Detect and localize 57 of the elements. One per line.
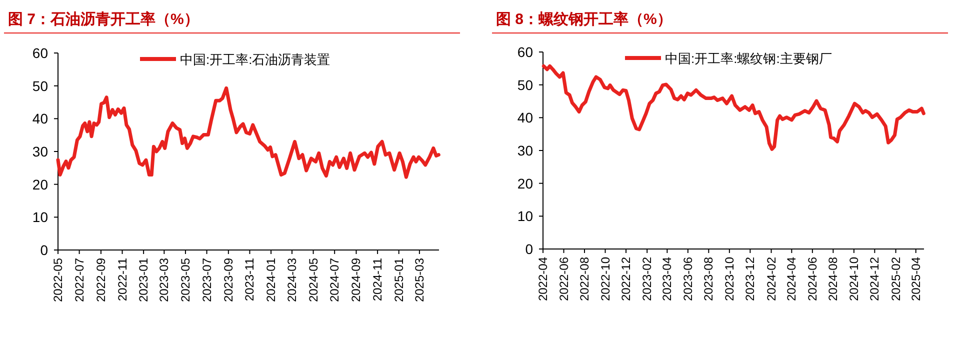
x-tick-label: 2023-09 bbox=[221, 258, 236, 302]
x-tick-label: 2022-06 bbox=[556, 256, 571, 302]
x-tick-label: 2023-08 bbox=[702, 256, 716, 302]
y-tick-label: 0 bbox=[40, 242, 48, 258]
x-tick-label: 2022-04 bbox=[536, 256, 550, 302]
x-tick-label: 2024-03 bbox=[284, 258, 299, 302]
chart-title: 图 7：石油沥青开工率（%） bbox=[8, 10, 199, 28]
x-tick-label: 2024-04 bbox=[784, 256, 799, 302]
y-tick-label: 50 bbox=[517, 76, 534, 93]
x-tick-label: 2023-03 bbox=[157, 258, 172, 302]
x-tick-label: 2023-05 bbox=[178, 258, 192, 302]
y-tick-label: 30 bbox=[32, 144, 48, 160]
legend-label: 中国:开工率:石油沥青装置 bbox=[180, 52, 330, 67]
x-tick-label: 2025-01 bbox=[392, 258, 406, 302]
x-tick-label: 2025-02 bbox=[888, 256, 903, 302]
x-tick-label: 2024-08 bbox=[826, 256, 840, 302]
y-tick-label: 30 bbox=[517, 142, 534, 158]
x-tick-label: 2024-10 bbox=[846, 256, 861, 302]
x-tick-label: 2024-06 bbox=[805, 256, 820, 302]
y-tick-label: 40 bbox=[517, 110, 534, 126]
y-tick-label: 10 bbox=[517, 208, 534, 224]
x-tick-label: 2022-11 bbox=[115, 258, 130, 302]
legend-label: 中国:开工率:螺纹钢:主要钢厂 bbox=[665, 51, 832, 66]
x-tick-label: 2023-04 bbox=[660, 256, 674, 302]
y-tick-label: 40 bbox=[32, 110, 48, 127]
x-tick-label: 2023-11 bbox=[242, 258, 257, 302]
x-tick-label: 2025-03 bbox=[412, 258, 426, 302]
y-tick-label: 20 bbox=[32, 176, 48, 192]
x-tick-label: 2022-12 bbox=[619, 256, 634, 302]
x-tick-label: 2024-05 bbox=[306, 258, 320, 302]
x-tick-label: 2023-12 bbox=[743, 256, 758, 302]
x-tick-label: 2024-11 bbox=[370, 258, 385, 302]
x-tick-label: 2022-05 bbox=[51, 258, 65, 302]
chart-title: 图 8：螺纹钢开工率（%） bbox=[496, 10, 672, 28]
x-tick-label: 2023-06 bbox=[680, 256, 695, 302]
y-tick-label: 10 bbox=[32, 209, 48, 226]
x-tick-label: 2025-04 bbox=[908, 256, 923, 302]
x-tick-label: 2023-10 bbox=[722, 256, 736, 302]
x-tick-label: 2023-01 bbox=[136, 258, 151, 302]
line-series bbox=[56, 86, 440, 179]
x-tick-label: 2023-02 bbox=[640, 256, 654, 302]
x-tick-label: 2022-09 bbox=[94, 258, 108, 302]
x-tick-label: 2022-08 bbox=[578, 256, 592, 302]
x-tick-label: 2024-12 bbox=[868, 256, 882, 302]
x-tick-label: 2024-02 bbox=[764, 256, 778, 302]
y-tick-label: 20 bbox=[517, 175, 534, 192]
y-tick-label: 60 bbox=[517, 44, 534, 60]
y-tick-label: 50 bbox=[32, 78, 48, 94]
x-tick-label: 2024-01 bbox=[264, 258, 278, 302]
x-tick-label: 2023-07 bbox=[200, 258, 214, 302]
y-tick-label: 60 bbox=[32, 45, 48, 61]
x-tick-label: 2022-10 bbox=[598, 256, 612, 302]
x-tick-label: 2022-07 bbox=[72, 258, 86, 302]
line-series bbox=[542, 64, 926, 151]
y-tick-label: 0 bbox=[525, 241, 534, 257]
x-tick-label: 2024-07 bbox=[328, 258, 342, 302]
x-tick-label: 2024-09 bbox=[349, 258, 364, 302]
